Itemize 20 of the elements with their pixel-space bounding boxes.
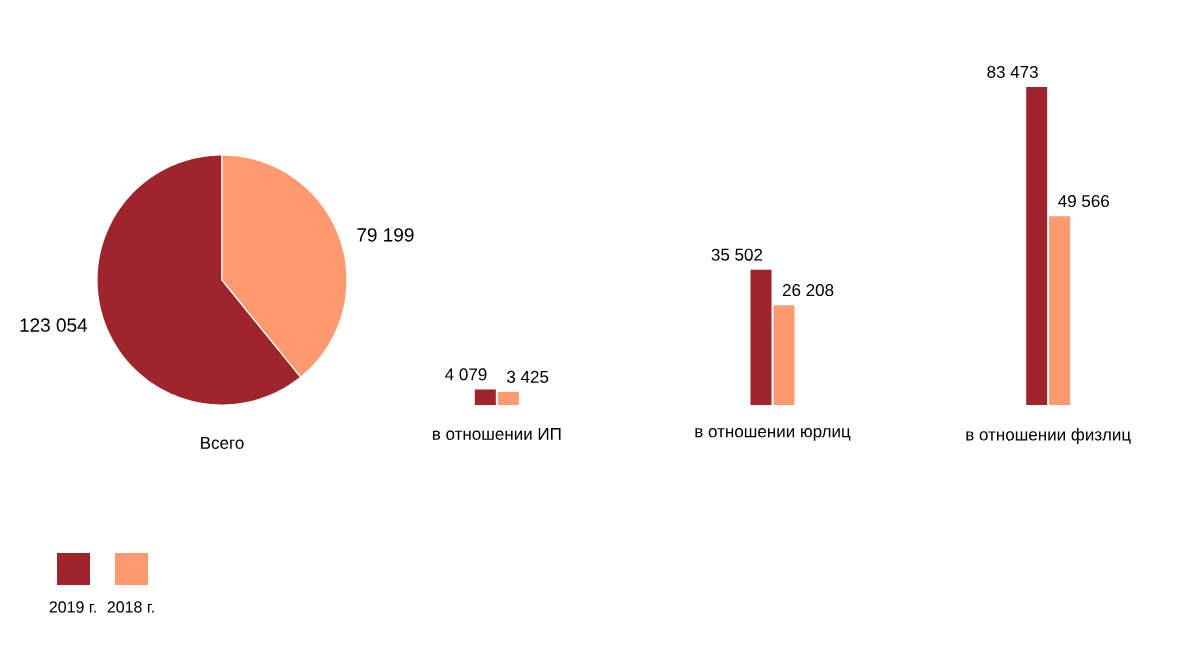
data-label: 49 566 [1058,195,1109,208]
data-label: 83 473 [987,65,1038,78]
bar [773,305,795,405]
bar [497,391,519,405]
x-tick-label: в отношении ИП [432,428,561,440]
legend-label: 2018 г. [107,601,154,613]
data-label: 79 199 [357,228,414,242]
x-tick-label: в отношении юрлиц [695,428,851,441]
text: Всего [201,437,244,449]
legend-label: 2019 г. [49,601,96,613]
data-label: 123 054 [20,318,88,332]
data-label: 26 208 [782,284,834,297]
data-label: 35 502 [711,248,763,261]
data-label: 4 079 [445,368,487,381]
bar [1026,87,1048,405]
x-tick-label: в отношении физлиц [966,428,1131,444]
bar [750,269,772,405]
data-label: 3 425 [507,370,549,383]
bar [1049,216,1071,405]
bar [474,389,496,405]
